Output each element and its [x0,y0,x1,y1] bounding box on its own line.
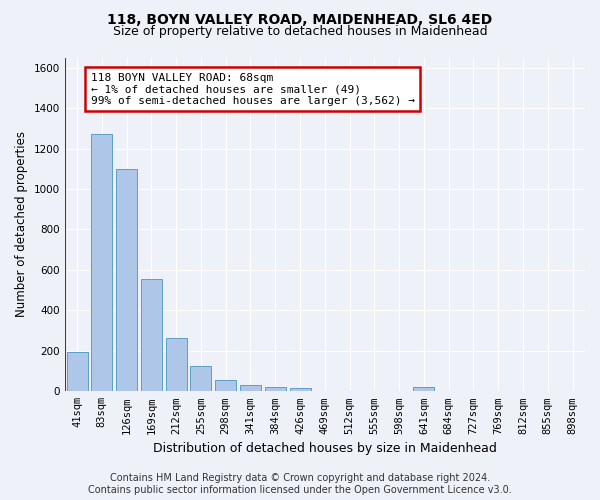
Bar [413,388,434,392]
Text: Contains HM Land Registry data © Crown copyright and database right 2024.
Contai: Contains HM Land Registry data © Crown c… [88,474,512,495]
Bar [116,169,137,392]
Y-axis label: Number of detached properties: Number of detached properties [15,132,28,318]
Bar [240,385,261,392]
Bar [215,380,236,392]
Bar [141,279,162,392]
X-axis label: Distribution of detached houses by size in Maidenhead: Distribution of detached houses by size … [153,442,497,455]
Bar [265,388,286,392]
Bar [67,352,88,392]
Text: 118, BOYN VALLEY ROAD, MAIDENHEAD, SL6 4ED: 118, BOYN VALLEY ROAD, MAIDENHEAD, SL6 4… [107,12,493,26]
Text: 118 BOYN VALLEY ROAD: 68sqm
← 1% of detached houses are smaller (49)
99% of semi: 118 BOYN VALLEY ROAD: 68sqm ← 1% of deta… [91,72,415,106]
Bar [290,388,311,392]
Text: Size of property relative to detached houses in Maidenhead: Size of property relative to detached ho… [113,25,487,38]
Bar [166,338,187,392]
Bar [91,134,112,392]
Bar [190,366,211,392]
